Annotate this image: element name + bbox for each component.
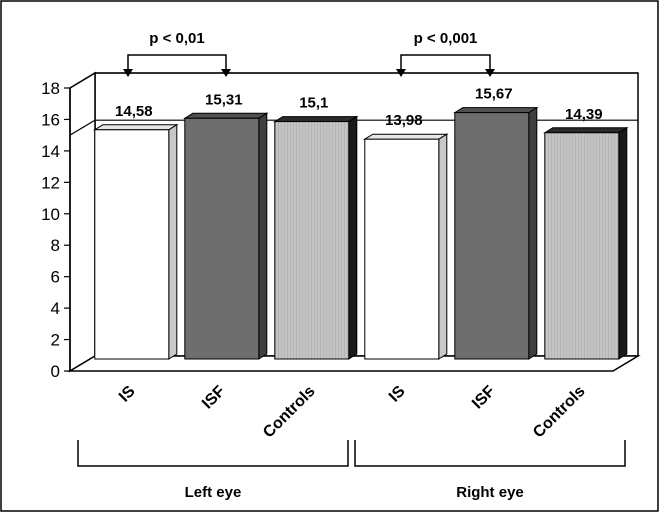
y-tick-label: 0: [51, 362, 60, 381]
bar-side-face: [438, 133, 448, 360]
value-labels: 14,58 15,31 15,1 13,98 15,67 14,39: [115, 86, 603, 130]
value-label: 15,1: [299, 95, 328, 112]
floor: [67, 355, 641, 372]
bar-top-face: [363, 133, 449, 140]
significance-label: p < 0,01: [149, 30, 204, 47]
group-bracket: [354, 440, 626, 467]
value-label: 13,98: [385, 112, 423, 129]
bar-side-face: [348, 115, 358, 360]
arrowhead: [123, 69, 133, 77]
group-label: Left eye: [185, 484, 242, 501]
y-tick-label: 6: [51, 268, 60, 287]
y-tick-label: 2: [51, 331, 60, 350]
bar: [274, 121, 350, 360]
y-tick-label: 16: [41, 110, 60, 129]
value-label: 14,39: [565, 106, 603, 123]
arrowhead: [396, 69, 406, 77]
bar-top-face: [543, 127, 629, 134]
significance-bracket: [127, 54, 227, 75]
y-tick-label: 12: [41, 173, 60, 192]
gridline-side: [69, 119, 96, 136]
bar: [184, 117, 260, 360]
significance-annotations: p < 0,01 p < 0,001: [123, 30, 495, 77]
arrowhead: [221, 69, 231, 77]
bar-side-face: [618, 126, 628, 360]
bar: [364, 138, 440, 360]
y-tick-label: 8: [51, 236, 60, 255]
y-axis-ticks: 0 2 4 6 8 10 12 14 16 18: [41, 79, 70, 381]
side-wall: [69, 71, 96, 373]
bar: [94, 129, 170, 360]
significance-bracket: [400, 54, 491, 75]
bars: [93, 106, 629, 360]
bar-top-face: [453, 107, 539, 114]
value-label: 15,31: [205, 91, 243, 108]
significance-label: p < 0,001: [414, 30, 478, 47]
y-tick-label: 4: [51, 299, 60, 318]
bar-side-face: [168, 123, 178, 360]
y-tick-label: 18: [41, 79, 60, 98]
bar-top-face: [273, 116, 359, 123]
y-tick-label: 10: [41, 205, 60, 224]
group-bracket: [77, 440, 349, 467]
bar: [454, 112, 530, 360]
value-label: 14,58: [115, 103, 153, 120]
y-tick-label: 14: [41, 142, 60, 161]
bar-top-face: [93, 124, 179, 131]
arrowhead: [485, 69, 495, 77]
value-label: 15,67: [475, 86, 513, 103]
bar-top-face: [183, 112, 269, 119]
bar-side-face: [258, 112, 268, 360]
group-label: Right eye: [456, 484, 524, 501]
bar: [544, 132, 620, 360]
bar-side-face: [528, 106, 538, 360]
gridline-side: [69, 72, 96, 89]
group-brackets: Left eye Right eye: [77, 440, 626, 501]
